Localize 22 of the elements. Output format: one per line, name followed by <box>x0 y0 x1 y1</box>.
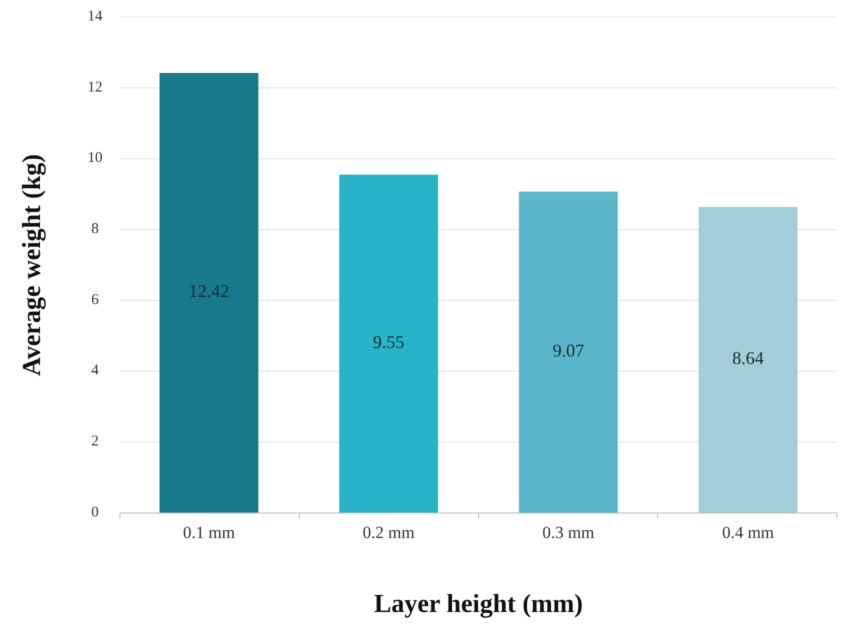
y-tick-label: 8 <box>91 221 99 238</box>
y-tick-label: 14 <box>88 8 103 24</box>
x-tick-label: 0.3 mm <box>542 523 594 542</box>
y-tick-label: 2 <box>91 434 99 450</box>
y-tick-label: 4 <box>91 362 100 379</box>
y-tick-label: 12 <box>88 79 102 96</box>
y-axis-title: Average weight (kg) <box>17 154 46 376</box>
bar <box>339 174 438 513</box>
x-tick-label: 0.4 mm <box>722 523 774 542</box>
bar <box>160 72 258 513</box>
y-tick-label: 0 <box>91 504 99 520</box>
y-tick-label: 10 <box>88 150 102 166</box>
data-label: 12.42 <box>188 281 230 302</box>
data-label: 8.64 <box>732 348 764 368</box>
bar <box>518 192 618 513</box>
x-axis-title: Layer height (mm) <box>374 589 583 618</box>
x-tick-label: 0.2 mm <box>362 523 415 542</box>
bar <box>698 206 798 513</box>
y-tick-label: 6 <box>91 292 100 308</box>
data-label: 9.55 <box>372 332 404 352</box>
x-tick-label: 0.1 mm <box>182 523 235 542</box>
data-label: 9.07 <box>552 340 584 360</box>
